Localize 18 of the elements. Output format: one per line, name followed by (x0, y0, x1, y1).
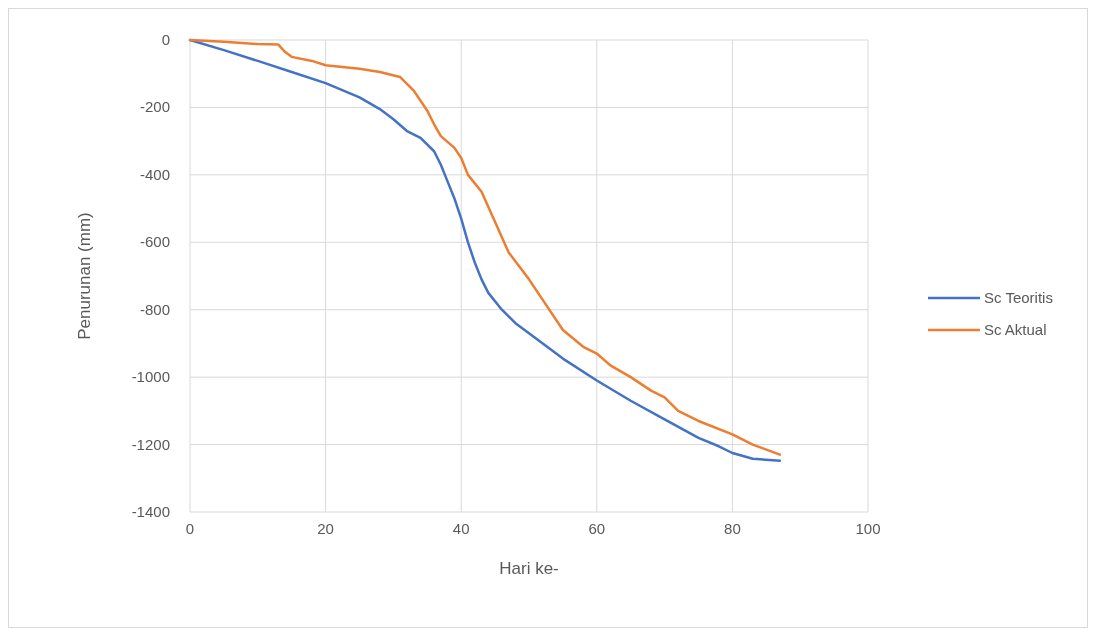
x-tick-label: 60 (588, 520, 606, 537)
x-tick-label: 80 (724, 520, 741, 537)
y-tick-label: -1400 (131, 503, 170, 520)
x-tick-label: 0 (185, 520, 195, 537)
y-tick-label: -1000 (131, 368, 170, 386)
x-tick-label: 100 (855, 520, 881, 537)
y-tick-label: -1200 (131, 435, 170, 453)
x-tick-label: 20 (317, 520, 334, 537)
y-tick-label: -200 (139, 98, 170, 116)
y-tick-label: -400 (139, 165, 170, 183)
legend-label: Sc Teoritis (984, 289, 1053, 306)
y-tick-label: 0 (161, 31, 170, 48)
x-axis-title: Hari ke- (499, 559, 559, 578)
y-axis-title: Penurunan (mm) (75, 212, 94, 340)
legend-label: Sc Aktual (984, 321, 1047, 338)
x-tick-label: 40 (452, 520, 470, 537)
y-tick-label: -800 (139, 300, 170, 318)
y-tick-label: -600 (139, 233, 170, 251)
